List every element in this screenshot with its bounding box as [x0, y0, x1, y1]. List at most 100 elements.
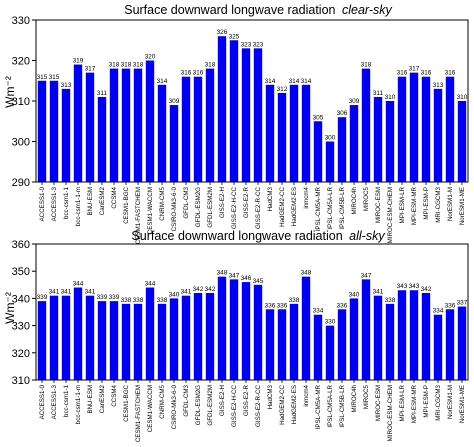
x-tick-label: CESM1-BGC — [123, 384, 130, 421]
y-tick-label: 320 — [12, 348, 30, 360]
bar — [325, 141, 335, 182]
data-label: 340 — [349, 291, 360, 298]
bar — [373, 96, 383, 182]
y-tick-label: 330 — [12, 321, 30, 333]
bar — [145, 287, 155, 380]
x-tick-label: GISS-E2-H — [219, 385, 226, 416]
data-label: 345 — [253, 278, 264, 285]
bar — [421, 292, 431, 380]
bar — [37, 80, 47, 182]
x-tick-label: bcc-csm1-1-m — [75, 385, 82, 424]
data-label: 325 — [229, 33, 240, 40]
bar — [73, 287, 83, 380]
data-label: 318 — [133, 62, 144, 69]
x-tick-label: ACCESS1-3 — [51, 186, 58, 221]
bar — [157, 84, 167, 182]
plot-frame — [35, 19, 469, 183]
data-label: 341 — [85, 289, 96, 296]
x-tick-label: MRI-CGCM3 — [435, 186, 442, 222]
data-label: 320 — [145, 54, 156, 61]
bar — [361, 68, 371, 182]
data-label: 338 — [121, 297, 132, 304]
data-label: 338 — [289, 297, 300, 304]
x-tick-label: ACCESS1-3 — [51, 384, 58, 419]
x-tick-label: GISS-E2-H — [219, 187, 226, 218]
bar — [337, 117, 347, 182]
chart-clear-sky: Surface downward longwave radiation clea… — [3, 3, 469, 244]
data-label: 347 — [361, 272, 372, 279]
x-tick-label: HadCM3 — [267, 186, 274, 211]
x-tick-label: CanESM2 — [99, 384, 106, 413]
y-tick-label: 310 — [12, 375, 30, 387]
x-tick-label: MIROC5 — [363, 186, 370, 211]
bar — [133, 303, 143, 380]
bar — [169, 105, 179, 182]
x-tick-label: ACCESS1-0 — [39, 186, 46, 221]
bar — [337, 309, 347, 380]
bar — [145, 60, 155, 182]
x-tick-label: MIROC-ESM-CHEM — [387, 187, 394, 243]
x-tick-label: IPSL-CM5A-LR — [327, 384, 334, 427]
y-tick-label: 340 — [12, 293, 30, 305]
bar — [301, 84, 311, 182]
data-label: 300 — [325, 135, 336, 142]
x-tick-label: GFDL-ESM2G — [195, 385, 202, 425]
data-label: 316 — [181, 70, 192, 77]
x-tick-label: CNRM-CM5 — [159, 384, 166, 418]
data-label: 311 — [97, 90, 108, 97]
bar — [289, 84, 299, 182]
x-tick-label: CCSM4 — [111, 186, 118, 208]
data-label: 317 — [85, 66, 96, 73]
y-tick-label: 290 — [12, 177, 30, 189]
bar — [445, 309, 455, 380]
bar — [301, 276, 311, 380]
bar — [109, 68, 119, 182]
x-tick-label: bcc-csm1-1-m — [75, 187, 82, 226]
x-tick-label: CESM1-WACCM — [147, 187, 154, 234]
data-label: 346 — [241, 275, 252, 282]
data-label: 344 — [145, 281, 156, 288]
bar — [385, 303, 395, 380]
x-tick-label: NorESM1-ME — [459, 187, 466, 225]
bar — [409, 290, 419, 380]
x-tick-label: CESM1-FASTCHEM — [135, 187, 142, 244]
x-tick-label: inmcm4 — [303, 384, 310, 406]
data-label: 312 — [277, 86, 288, 93]
data-label: 316 — [445, 70, 456, 77]
bar — [109, 301, 119, 380]
x-tick-label: BNU-ESM — [87, 187, 94, 216]
bar — [241, 48, 251, 182]
bar — [277, 92, 287, 182]
bar — [241, 282, 251, 380]
bar — [349, 105, 359, 182]
data-label: 343 — [409, 283, 420, 290]
data-label: 309 — [349, 98, 360, 105]
x-tick-label: MPI-ESM-P — [423, 385, 430, 418]
bar — [61, 295, 71, 380]
bar — [37, 301, 47, 380]
data-label: 336 — [337, 302, 348, 309]
bar — [433, 88, 443, 182]
x-tick-label: NorESM1-M — [447, 385, 454, 419]
x-tick-label: ACCESS1-0 — [39, 384, 46, 419]
bar — [181, 295, 191, 380]
y-tick-label: 320 — [12, 56, 30, 68]
chart-title-all-sky: Surface downward longwave radiation all-… — [131, 229, 385, 243]
bar — [85, 295, 95, 380]
x-tick-label: IPSL-CM5B-LR — [339, 384, 346, 427]
bar — [97, 301, 107, 380]
data-label: 348 — [301, 270, 312, 277]
y-tick-label: 300 — [12, 137, 30, 149]
x-tick-label: MPI-ESM-P — [423, 187, 430, 220]
chart-title-main: Surface downward longwave radiation — [124, 3, 335, 17]
bar — [397, 76, 407, 182]
bar — [253, 48, 263, 182]
x-tick-label: GFDL-ESM2M — [207, 187, 214, 228]
x-tick-label: IPSL-CM5A-LR — [327, 186, 334, 229]
data-label: 314 — [157, 78, 168, 85]
x-tick-label: CSIRO-Mk3-6-0 — [171, 384, 178, 429]
data-label: 323 — [241, 41, 252, 48]
x-tick-label: MPI-ESM-MR — [411, 384, 418, 423]
bar — [385, 101, 395, 182]
